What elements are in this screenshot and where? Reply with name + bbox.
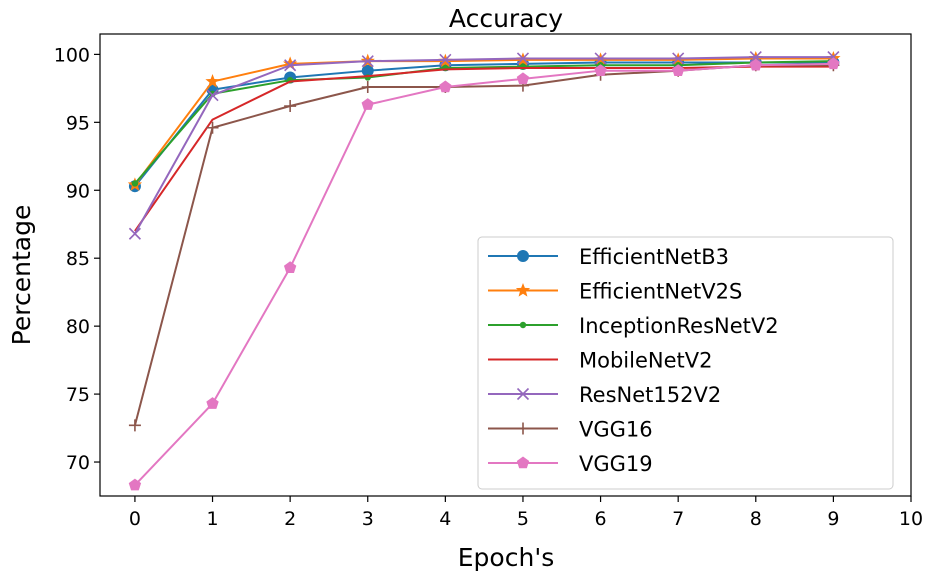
data-point-vgg19 (283, 261, 297, 273)
legend-marker-resnet152v2 (516, 387, 530, 401)
series-line-vgg19 (134, 62, 834, 486)
y-tick-label: 75 (66, 384, 90, 406)
y-axis-label: Percentage (7, 205, 36, 346)
data-point-resnet152v2 (284, 59, 297, 72)
series-line-efficientnetv2s (134, 57, 834, 186)
series-mobilenetv2 (134, 65, 834, 232)
data-point-resnet152v2 (672, 52, 685, 65)
x-tick-label: 7 (672, 508, 684, 530)
series-line-mobilenetv2 (134, 65, 834, 232)
series-resnet152v2 (128, 51, 840, 240)
x-tick-label: 0 (129, 508, 141, 530)
data-point-vgg19 (749, 58, 762, 71)
x-tick-label: 5 (517, 508, 529, 530)
data-point-resnet152v2 (361, 55, 374, 68)
data-point-vgg19 (439, 80, 452, 93)
legend: EfficientNetB3 EfficientNetV2S InceptionRe… (477, 236, 894, 490)
x-tick-label: 3 (362, 508, 374, 530)
x-tick-label: 10 (899, 508, 923, 530)
y-tick-label: 90 (66, 180, 90, 202)
data-point-efficientnetb3 (361, 64, 374, 77)
data-point-resnet152v2 (439, 53, 452, 66)
y-tick-label: 95 (66, 112, 90, 134)
y-tick-label: 100 (54, 44, 90, 66)
x-tick-label: 2 (284, 508, 296, 530)
data-point-vgg19 (206, 397, 219, 409)
data-point-vgg19 (128, 478, 142, 491)
data-point-vgg19 (516, 72, 530, 85)
series-line-inceptionresnetv2 (134, 60, 834, 185)
legend-label-mobilenetv2: MobileNetV2 (579, 349, 712, 373)
y-tick-label: 80 (66, 316, 90, 338)
data-point-resnet152v2 (128, 227, 141, 240)
y-tick-label: 85 (66, 248, 90, 270)
legend-marker-vgg16 (517, 422, 529, 435)
plot-frame (99, 33, 912, 497)
series-inceptionresnetv2 (131, 57, 837, 187)
x-tick-label: 8 (750, 508, 762, 530)
data-point-vgg19 (594, 64, 607, 76)
data-point-vgg16 (206, 121, 219, 134)
data-point-resnet152v2 (594, 52, 607, 65)
data-point-vgg19 (361, 98, 374, 110)
series-vgg19 (128, 57, 840, 491)
data-point-resnet152v2 (749, 51, 762, 64)
x-axis-label: Epoch's (458, 543, 554, 572)
legend-box (477, 236, 894, 490)
data-point-vgg16 (284, 100, 297, 113)
data-point-vgg19 (827, 57, 840, 70)
data-point-vgg16 (361, 80, 374, 93)
series-line-resnet152v2 (134, 56, 834, 235)
y-tick-label: 70 (66, 452, 90, 474)
legend-label-vgg16: VGG16 (579, 418, 653, 442)
series-line-efficientnetb3 (134, 61, 834, 187)
x-tick-label: 9 (827, 508, 839, 530)
legend-marker-efficientnetb3 (517, 250, 529, 262)
axes: 0 1 2 3 4 5 6 7 8 9 10 70 75 80 85 90 95 100 (54, 44, 923, 530)
chart-title: Accuracy (449, 4, 563, 33)
legend-label-efficientnetv2s: EfficientNetV2S (579, 280, 742, 304)
data-point-resnet152v2 (206, 89, 219, 102)
data-point-vgg16 (128, 419, 141, 432)
x-tick-label: 6 (595, 508, 607, 530)
legend-label-inceptionresnetv2: InceptionResNetV2 (579, 314, 779, 338)
x-tick-label: 1 (206, 508, 218, 530)
legend-label-efficientnetb3: EfficientNetB3 (579, 245, 729, 269)
legend-label-resnet152v2: ResNet152V2 (579, 383, 721, 407)
legend-label-vgg19: VGG19 (579, 452, 653, 476)
data-point-efficientnetv2s (283, 56, 298, 70)
plot-area (127, 50, 841, 491)
legend-marker-inceptionresnetv2 (519, 321, 527, 329)
legend-marker-vgg19 (516, 456, 530, 469)
legend-marker-efficientnetv2s (515, 283, 531, 297)
data-point-vgg19 (672, 64, 685, 76)
data-point-inceptionresnetv2 (131, 180, 139, 187)
x-tick-label: 4 (439, 508, 451, 530)
data-point-resnet152v2 (516, 52, 530, 65)
data-point-efficientnetv2s (205, 74, 220, 88)
